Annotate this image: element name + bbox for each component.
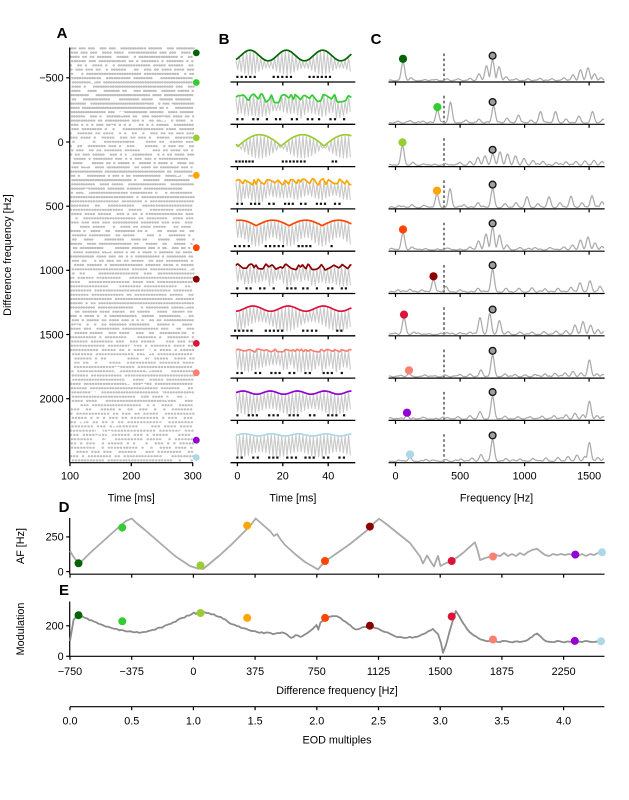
svg-text:−500: −500 (39, 73, 63, 85)
svg-text:1500: 1500 (428, 666, 452, 678)
svg-text:200: 200 (46, 621, 64, 633)
svg-text:1125: 1125 (367, 666, 390, 678)
svg-text:Difference frequency [Hz]: Difference frequency [Hz] (2, 194, 14, 316)
svg-text:40: 40 (322, 471, 334, 483)
svg-text:E: E (59, 582, 69, 599)
svg-text:2.5: 2.5 (371, 716, 386, 728)
svg-text:AF [Hz]: AF [Hz] (15, 528, 27, 564)
svg-text:Difference frequency [Hz]: Difference frequency [Hz] (276, 685, 398, 697)
svg-text:3.5: 3.5 (494, 716, 509, 728)
svg-text:2.0: 2.0 (309, 716, 324, 728)
svg-text:200: 200 (122, 471, 140, 483)
svg-text:0: 0 (234, 471, 240, 483)
svg-text:Time [ms]: Time [ms] (269, 492, 316, 504)
svg-text:0.5: 0.5 (124, 716, 139, 728)
svg-text:C: C (371, 31, 382, 48)
svg-text:1000: 1000 (513, 471, 537, 483)
svg-text:1.0: 1.0 (186, 716, 201, 728)
svg-text:750: 750 (308, 666, 326, 678)
svg-text:D: D (59, 499, 70, 516)
svg-text:1500: 1500 (40, 329, 64, 341)
svg-text:EOD multiples: EOD multiples (303, 735, 373, 747)
svg-text:Frequency [Hz]: Frequency [Hz] (460, 492, 533, 504)
svg-text:2250: 2250 (552, 666, 576, 678)
svg-text:3.0: 3.0 (433, 716, 448, 728)
svg-text:0: 0 (58, 566, 64, 578)
svg-text:0: 0 (190, 666, 196, 678)
svg-text:250: 250 (46, 532, 64, 544)
svg-text:B: B (219, 31, 230, 48)
svg-text:500: 500 (451, 471, 469, 483)
svg-text:0: 0 (58, 651, 64, 663)
svg-text:A: A (57, 25, 68, 42)
svg-text:1500: 1500 (577, 471, 601, 483)
svg-text:1000: 1000 (40, 265, 64, 277)
svg-text:4.0: 4.0 (556, 716, 571, 728)
svg-text:Modulation: Modulation (15, 603, 27, 656)
svg-text:−375: −375 (120, 666, 144, 678)
svg-text:0.0: 0.0 (62, 716, 77, 728)
svg-text:500: 500 (46, 201, 64, 213)
svg-text:−750: −750 (58, 666, 82, 678)
svg-text:1.5: 1.5 (248, 716, 263, 728)
svg-text:100: 100 (61, 471, 79, 483)
svg-text:300: 300 (184, 471, 202, 483)
svg-text:2000: 2000 (40, 394, 64, 406)
svg-text:0: 0 (58, 137, 64, 149)
svg-text:20: 20 (277, 471, 289, 483)
svg-text:1875: 1875 (490, 666, 514, 678)
svg-text:375: 375 (246, 666, 264, 678)
svg-text:Time [ms]: Time [ms] (108, 492, 155, 504)
svg-text:0: 0 (392, 471, 398, 483)
